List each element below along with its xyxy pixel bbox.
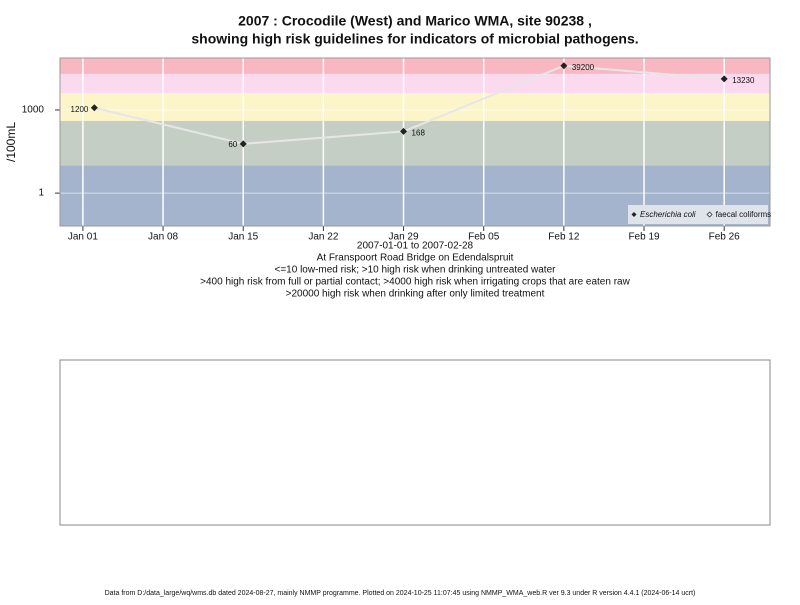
data-label: 168 bbox=[412, 129, 426, 138]
data-point bbox=[560, 62, 568, 70]
footer: Data from D:/data_large/wq/wms.db dated … bbox=[105, 590, 696, 597]
legend-marker bbox=[631, 212, 637, 217]
legend-box bbox=[628, 205, 768, 224]
x-tick-label: Jan 15 bbox=[228, 232, 258, 243]
data-label: 60 bbox=[228, 140, 237, 149]
legend-marker bbox=[706, 211, 713, 218]
x-tick-label: Jan 22 bbox=[308, 232, 338, 243]
data-point bbox=[90, 104, 98, 112]
x-tick-label: Feb 12 bbox=[548, 232, 580, 243]
x-tick-label: Feb 19 bbox=[628, 232, 660, 243]
data-point bbox=[239, 140, 247, 148]
x-tick-label: Jan 01 bbox=[68, 232, 98, 243]
y-tick-label: 1000 bbox=[22, 105, 45, 116]
risk-band bbox=[60, 93, 770, 121]
chart-title: 2007 : Crocodile (West) and Marico WMA, … bbox=[238, 13, 592, 29]
y-tick-label: 1 bbox=[38, 188, 44, 199]
note: >20000 high risk when drinking after onl… bbox=[286, 289, 545, 300]
data-label: 13230 bbox=[732, 76, 755, 85]
data-label: 1200 bbox=[71, 105, 89, 114]
legend-label: faecal coliforms bbox=[716, 210, 772, 219]
empty-panel bbox=[59, 359, 771, 526]
plot-frame bbox=[59, 57, 771, 227]
x-tick-label: Jan 29 bbox=[389, 232, 419, 243]
x-tick-label: Feb 26 bbox=[709, 232, 741, 243]
x-axis-label: 2007-01-01 to 2007-02-28 bbox=[357, 241, 474, 252]
note: At Franspoort Road Bridge on Edendalspru… bbox=[317, 253, 514, 264]
risk-band bbox=[60, 58, 770, 74]
data-label: 39200 bbox=[572, 63, 595, 72]
x-tick-label: Feb 05 bbox=[468, 232, 500, 243]
chart-subtitle: showing high risk guidelines for indicat… bbox=[191, 31, 638, 47]
risk-band bbox=[60, 73, 770, 94]
data-point bbox=[400, 127, 408, 135]
note: >400 high risk from full or partial cont… bbox=[200, 277, 630, 288]
y-axis-label: /100mL bbox=[4, 122, 18, 162]
legend-label: Escherichia coli bbox=[640, 210, 696, 219]
data-point bbox=[720, 75, 728, 83]
x-tick-label: Jan 08 bbox=[148, 232, 178, 243]
note: <=10 low-med risk; >10 high risk when dr… bbox=[275, 265, 557, 276]
